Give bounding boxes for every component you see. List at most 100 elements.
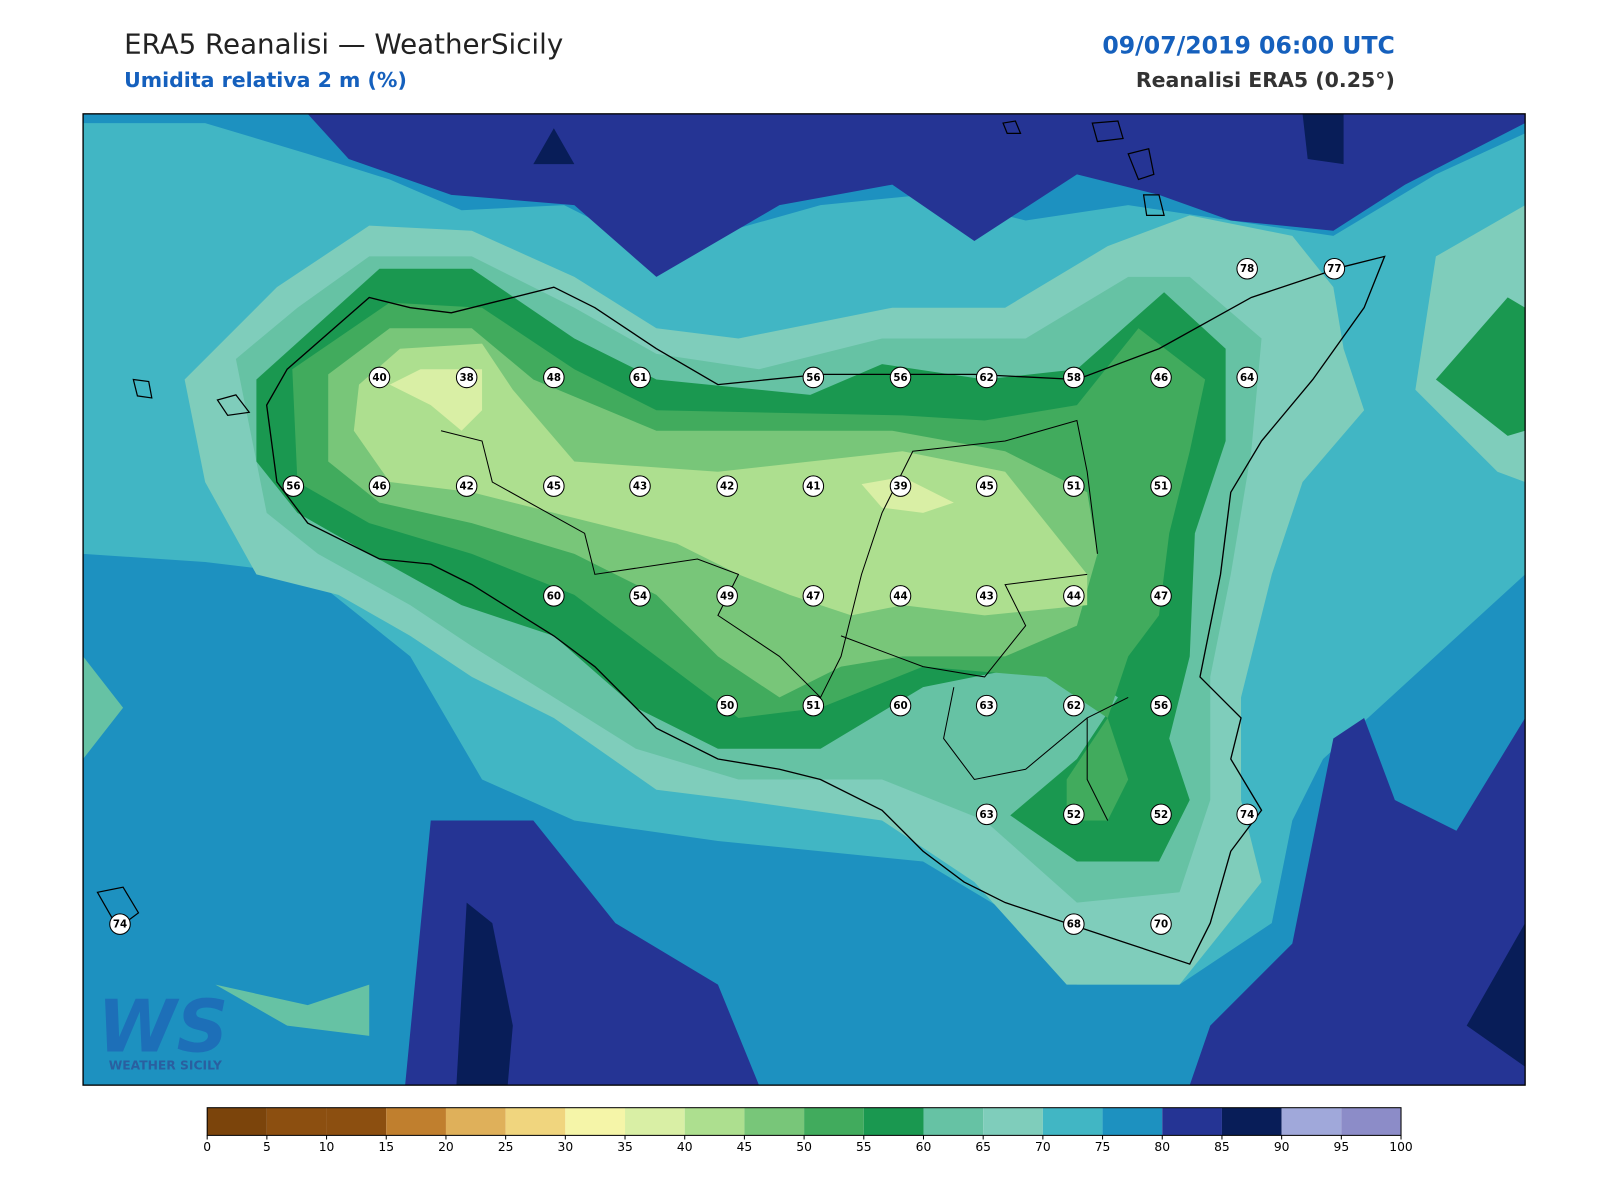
station-marker (716, 585, 738, 607)
station-marker (802, 585, 825, 607)
station-value: 56 (286, 481, 300, 493)
station-value: 56 (1154, 700, 1168, 712)
subtitle: Umidita relativa 2 m (%) (124, 68, 407, 92)
station-marker (543, 585, 565, 607)
colorbar-swatch (1341, 1107, 1402, 1136)
title: ERA5 Reanalisi — WeatherSicily (124, 27, 563, 60)
station-marker (109, 913, 131, 935)
colorbar-tick-label: 45 (737, 1140, 753, 1154)
colorbar-tick-label: 90 (1274, 1140, 1290, 1154)
station-marker (802, 366, 825, 389)
colorbar: 0 5 10 15 20 25 30 35 40 45 50 55 60 65 70 75 80 85 90 95 10… (203, 1107, 1413, 1154)
colorbar-swatch (386, 1107, 446, 1136)
station-marker (716, 694, 738, 717)
station-value: 56 (893, 372, 907, 384)
colorbar-swatch (207, 1107, 267, 1136)
station-marker (975, 475, 998, 497)
station-marker (368, 475, 391, 497)
station-value: 60 (547, 590, 561, 602)
colorbar-tick-label: 75 (1095, 1140, 1111, 1154)
colorbar-swatch (1042, 1107, 1103, 1136)
station-marker (1063, 475, 1085, 497)
colorbar-swatch (625, 1107, 685, 1136)
station-value: 62 (980, 372, 994, 384)
field-55-east (1435, 297, 1526, 436)
station-value: 74 (113, 919, 127, 931)
station-value: 42 (460, 481, 474, 493)
colorbar-swatch (804, 1107, 864, 1136)
station-value: 68 (1067, 919, 1081, 931)
logo-text: WEATHER SICILY (109, 1059, 223, 1073)
station-marker (455, 366, 478, 389)
station-marker (1063, 694, 1085, 717)
colorbar-swatch (1102, 1107, 1163, 1136)
colorbar-swatch (1221, 1107, 1282, 1136)
field-85-north (307, 113, 1526, 277)
logo-mark: WS (97, 984, 228, 1068)
station-value: 44 (893, 590, 907, 602)
station-value: 52 (1067, 809, 1081, 821)
station-marker (975, 803, 998, 826)
colorbar-tick-label: 40 (677, 1140, 693, 1154)
station-value: 45 (980, 481, 994, 493)
station-value: 54 (633, 590, 647, 602)
station-value: 42 (720, 481, 734, 493)
colorbar-swatch (1281, 1107, 1342, 1136)
station-marker (1150, 585, 1172, 607)
colorbar-swatch (923, 1107, 984, 1136)
colorbar-swatch (565, 1107, 626, 1136)
station-value: 48 (547, 372, 561, 384)
station-marker (629, 366, 651, 389)
station-marker (889, 366, 912, 389)
colorbar-tick-label: 30 (558, 1140, 574, 1154)
source: Reanalisi ERA5 (0.25°) (1136, 68, 1395, 92)
station-marker (889, 475, 912, 497)
station-marker (1150, 803, 1172, 826)
station-value: 51 (1067, 481, 1081, 493)
colorbar-tick-label: 55 (856, 1140, 872, 1154)
station-value: 62 (1067, 700, 1081, 712)
station-value: 64 (1240, 372, 1254, 384)
station-marker (1323, 257, 1346, 280)
station-marker (889, 585, 912, 607)
colorbar-tick-label: 60 (916, 1140, 932, 1154)
station-value: 51 (1154, 481, 1168, 493)
station-marker (975, 366, 998, 389)
station-marker (1236, 803, 1258, 826)
station-marker (629, 585, 651, 607)
logo: WS WEATHER SICILY (97, 984, 228, 1072)
datetime: 09/07/2019 06:00 UTC (1102, 31, 1394, 59)
station-marker (1150, 366, 1172, 389)
field-35 (389, 369, 954, 513)
station-value: 63 (980, 700, 994, 712)
station-value: 58 (1067, 372, 1081, 384)
station-value: 74 (1240, 809, 1254, 821)
islands (96, 120, 1165, 930)
station-value: 63 (980, 809, 994, 821)
colorbar-tick-label: 35 (617, 1140, 633, 1154)
station-value: 39 (893, 481, 907, 493)
station-value: 40 (372, 372, 386, 384)
station-value: 46 (372, 481, 386, 493)
station-marker (802, 694, 825, 717)
station-value: 78 (1240, 263, 1254, 275)
station-value: 70 (1154, 919, 1168, 931)
station-value: 60 (893, 700, 907, 712)
colorbar-tick-label: 0 (203, 1140, 211, 1154)
station-marker (368, 366, 391, 389)
station-marker (1150, 694, 1172, 717)
colorbar-swatch (266, 1107, 327, 1136)
colorbar-tick-label: 70 (1035, 1140, 1051, 1154)
station-value: 41 (806, 481, 820, 493)
station-value: 47 (806, 590, 820, 602)
colorbar-swatch (326, 1107, 387, 1136)
province-borders (440, 419, 1129, 821)
station-marker (1236, 366, 1258, 389)
colorbar-swatch (983, 1107, 1043, 1136)
colorbar-tick-label: 20 (438, 1140, 454, 1154)
station-value: 47 (1154, 590, 1168, 602)
station-value: 77 (1327, 263, 1341, 275)
field-85-south (405, 717, 1526, 1086)
